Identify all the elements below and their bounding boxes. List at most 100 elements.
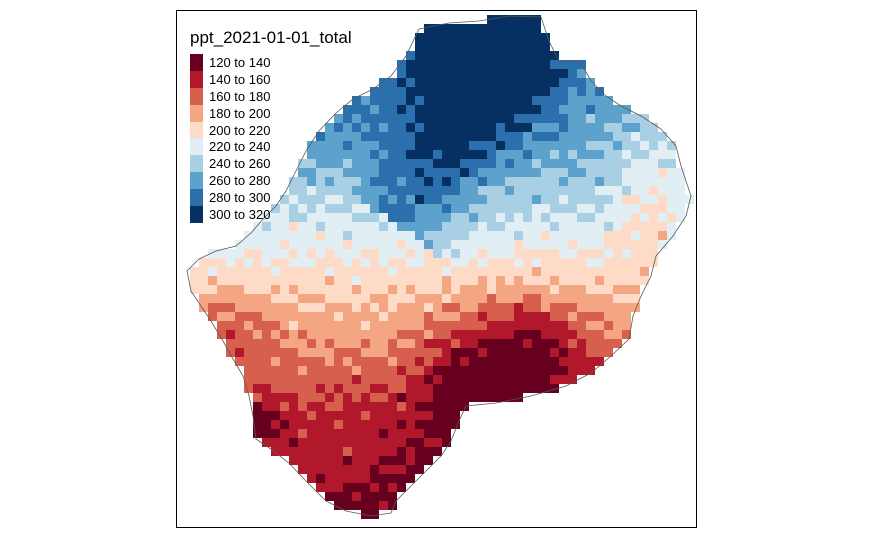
raster-cell	[325, 438, 334, 447]
raster-cell	[487, 303, 496, 312]
raster-cell	[442, 312, 451, 321]
raster-cell	[370, 330, 379, 339]
raster-cell	[487, 249, 496, 258]
raster-cell	[469, 330, 478, 339]
raster-cell	[370, 213, 379, 222]
raster-cell	[469, 213, 478, 222]
raster-cell	[568, 141, 577, 150]
raster-cell	[622, 141, 631, 150]
raster-cell	[307, 249, 316, 258]
raster-cell	[622, 294, 631, 303]
raster-cell	[433, 231, 442, 240]
raster-cell	[460, 78, 469, 87]
raster-cell	[451, 312, 460, 321]
raster-cell	[244, 240, 253, 249]
raster-cell	[280, 249, 289, 258]
raster-cell	[505, 375, 514, 384]
raster-cell	[514, 357, 523, 366]
raster-cell	[433, 213, 442, 222]
raster-cell	[235, 303, 244, 312]
raster-cell	[370, 294, 379, 303]
raster-cell	[496, 69, 505, 78]
raster-cell	[361, 348, 370, 357]
raster-cell	[451, 249, 460, 258]
raster-cell	[388, 402, 397, 411]
raster-cell	[559, 231, 568, 240]
raster-cell	[334, 303, 343, 312]
raster-cell	[442, 78, 451, 87]
raster-cell	[244, 384, 253, 393]
raster-cell	[586, 141, 595, 150]
raster-cell	[496, 195, 505, 204]
raster-cell	[442, 159, 451, 168]
raster-cell	[622, 213, 631, 222]
raster-cell	[415, 384, 424, 393]
raster-cell	[370, 411, 379, 420]
raster-cell	[613, 141, 622, 150]
raster-cell	[397, 321, 406, 330]
raster-cell	[541, 204, 550, 213]
raster-cell	[541, 186, 550, 195]
raster-cell	[523, 249, 532, 258]
raster-cell	[658, 150, 667, 159]
raster-cell	[604, 294, 613, 303]
raster-cell	[496, 123, 505, 132]
raster-cell	[604, 240, 613, 249]
raster-cell	[505, 96, 514, 105]
raster-cell	[289, 429, 298, 438]
raster-cell	[604, 213, 613, 222]
raster-cell	[460, 384, 469, 393]
raster-cell	[487, 375, 496, 384]
raster-cell	[289, 294, 298, 303]
raster-cell	[505, 15, 514, 24]
raster-cell	[550, 150, 559, 159]
raster-cell	[397, 429, 406, 438]
raster-cell	[523, 168, 532, 177]
raster-cell	[433, 267, 442, 276]
raster-cell	[325, 186, 334, 195]
raster-cell	[622, 312, 631, 321]
raster-cell	[586, 294, 595, 303]
raster-cell	[334, 141, 343, 150]
raster-cell	[298, 456, 307, 465]
raster-cell	[442, 231, 451, 240]
raster-cell	[379, 393, 388, 402]
raster-cell	[424, 267, 433, 276]
raster-cell	[505, 177, 514, 186]
legend-item: 120 to 140	[190, 54, 352, 71]
raster-cell	[523, 69, 532, 78]
raster-cell	[514, 375, 523, 384]
raster-cell	[352, 312, 361, 321]
raster-cell	[568, 249, 577, 258]
raster-cell	[334, 177, 343, 186]
raster-cell	[631, 258, 640, 267]
raster-cell	[361, 105, 370, 114]
raster-cell	[523, 78, 532, 87]
raster-cell	[433, 339, 442, 348]
raster-cell	[307, 303, 316, 312]
raster-cell	[289, 366, 298, 375]
raster-cell	[577, 177, 586, 186]
raster-cell	[352, 420, 361, 429]
raster-cell	[631, 204, 640, 213]
raster-cell	[505, 285, 514, 294]
raster-cell	[487, 168, 496, 177]
raster-cell	[334, 123, 343, 132]
raster-cell	[289, 348, 298, 357]
raster-cell	[325, 249, 334, 258]
raster-cell	[307, 429, 316, 438]
raster-cell	[676, 213, 685, 222]
raster-cell	[424, 159, 433, 168]
raster-cell	[514, 150, 523, 159]
raster-cell	[397, 150, 406, 159]
raster-cell	[577, 213, 586, 222]
raster-cell	[451, 366, 460, 375]
raster-cell	[595, 96, 604, 105]
raster-cell	[397, 474, 406, 483]
raster-cell	[595, 159, 604, 168]
raster-cell	[289, 357, 298, 366]
raster-cell	[370, 222, 379, 231]
raster-cell	[352, 123, 361, 132]
raster-cell	[433, 141, 442, 150]
raster-cell	[595, 114, 604, 123]
